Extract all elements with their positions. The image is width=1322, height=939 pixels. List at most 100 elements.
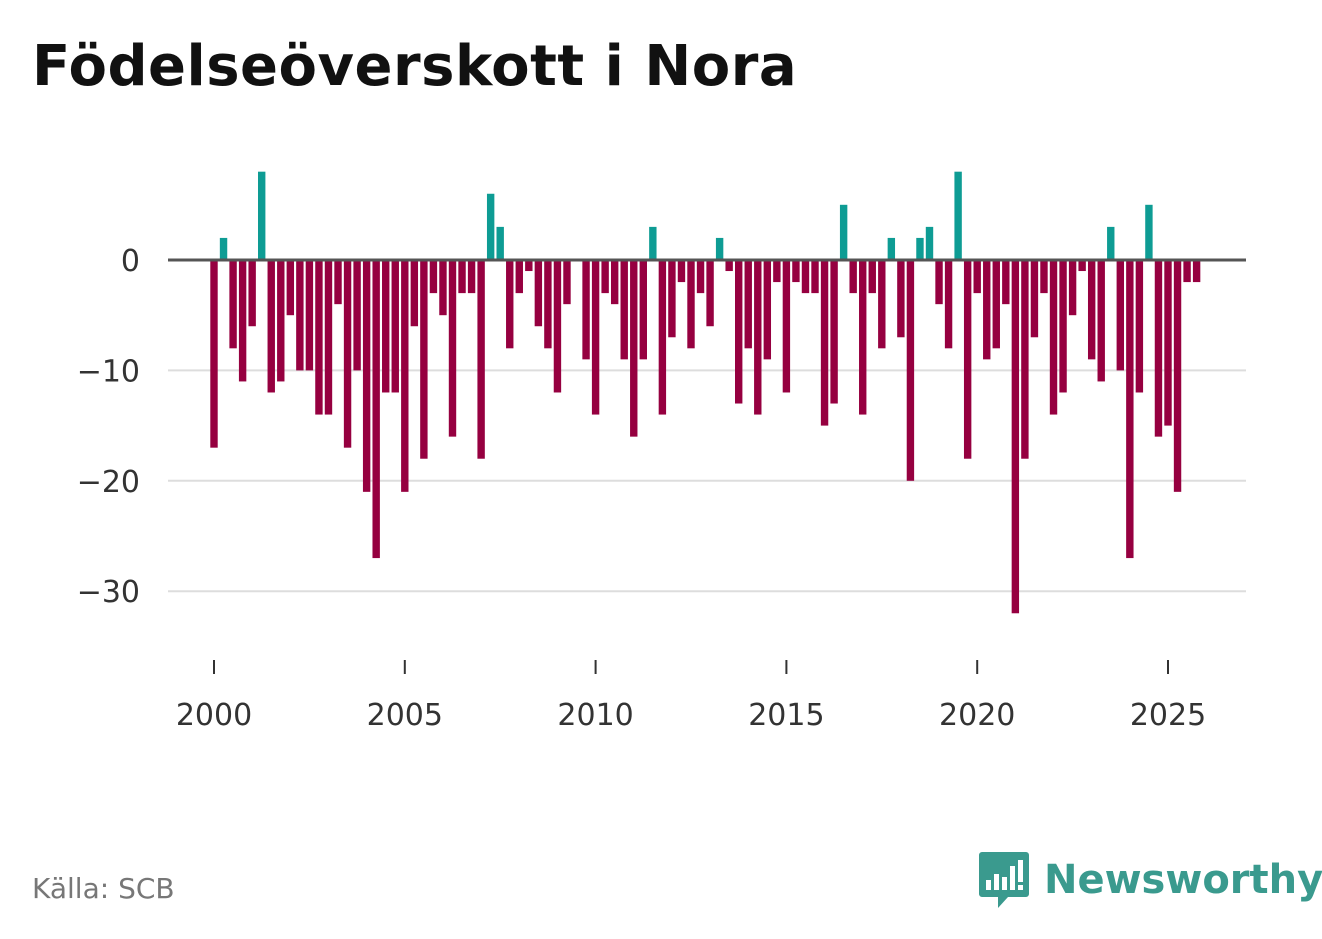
bar	[944, 260, 953, 349]
newsworthy-logo[interactable]: Newsworthy	[978, 850, 1322, 910]
y-tick-label: 0	[121, 244, 140, 279]
bar	[1059, 260, 1067, 393]
x-tick-label: 2005	[367, 698, 443, 733]
bar	[792, 260, 800, 283]
bar	[773, 260, 781, 283]
bar	[420, 260, 428, 459]
bar	[486, 193, 495, 260]
chart-title: Födelseöverskott i Nora	[32, 34, 798, 99]
x-tick-label: 2010	[557, 698, 633, 733]
bar	[630, 260, 638, 437]
bar	[1068, 260, 1077, 316]
bars	[210, 171, 1201, 614]
bar	[353, 260, 361, 371]
bar	[820, 260, 829, 426]
bar	[715, 237, 724, 260]
bar	[639, 260, 647, 360]
bar	[238, 260, 247, 382]
bar	[1183, 260, 1191, 283]
bar	[878, 260, 886, 349]
bar	[916, 237, 924, 260]
y-tick-label: −10	[77, 354, 140, 389]
bar	[1164, 260, 1172, 426]
bar	[649, 226, 657, 260]
bar	[515, 260, 523, 294]
x-tick-label: 2025	[1130, 698, 1206, 733]
y-tick-label: −30	[77, 575, 140, 610]
y-tick-label: −20	[77, 465, 140, 500]
bar	[1126, 260, 1134, 559]
bar	[477, 260, 485, 459]
bar	[563, 260, 571, 305]
bar	[620, 260, 628, 360]
bar	[439, 260, 447, 316]
bar	[410, 260, 419, 327]
bar	[744, 260, 752, 349]
bar	[362, 260, 371, 492]
bar	[906, 260, 915, 481]
bar	[1135, 260, 1144, 393]
bar	[1116, 260, 1124, 371]
bar	[725, 260, 733, 272]
bar	[229, 260, 237, 349]
bar	[1192, 260, 1201, 283]
bar	[305, 260, 314, 371]
bar	[1040, 260, 1048, 294]
bar	[448, 260, 457, 437]
bar	[210, 260, 218, 448]
bar	[1049, 260, 1058, 415]
bar	[868, 260, 876, 294]
bar	[1002, 260, 1010, 305]
bar	[735, 260, 743, 404]
bar	[963, 260, 972, 459]
bar	[859, 260, 867, 415]
bar	[897, 260, 905, 338]
x-tick-label: 2020	[939, 698, 1015, 733]
bar	[677, 260, 686, 283]
bar	[429, 260, 438, 294]
bar	[1087, 260, 1096, 360]
source-note: Källa: SCB	[32, 872, 175, 905]
bar	[248, 260, 256, 327]
bar	[849, 260, 857, 294]
bar	[506, 260, 514, 349]
bar	[401, 260, 409, 492]
newsworthy-chart-icon	[979, 852, 1029, 908]
bar	[534, 260, 543, 327]
bar	[267, 260, 275, 393]
bar	[219, 237, 228, 260]
bar	[601, 260, 609, 294]
bar	[458, 260, 466, 294]
bar	[315, 260, 323, 415]
bar	[687, 260, 695, 349]
bar	[610, 260, 619, 305]
bar	[296, 260, 304, 371]
bar	[696, 260, 705, 294]
bar	[1173, 260, 1182, 492]
bar	[582, 260, 590, 360]
bar	[973, 260, 981, 294]
bar	[763, 260, 772, 360]
bar	[258, 171, 266, 260]
bar	[324, 260, 333, 415]
bar	[1078, 260, 1086, 272]
bar	[334, 260, 342, 305]
bar	[544, 260, 552, 349]
bar	[935, 260, 943, 305]
axes: 0 −10 −20 −30 2000 2005 2010 2015 2020 2025	[77, 244, 1246, 733]
bar	[382, 260, 390, 393]
bar	[391, 260, 399, 393]
bar	[525, 260, 533, 272]
x-tick-label: 2015	[748, 698, 824, 733]
bar	[992, 260, 1000, 349]
bar	[1021, 260, 1029, 459]
bar	[983, 260, 991, 360]
bar	[782, 260, 791, 393]
bar	[1107, 226, 1115, 260]
bar	[954, 171, 962, 260]
bar	[1097, 260, 1105, 382]
bar	[801, 260, 810, 294]
bar	[286, 260, 295, 316]
x-tick-label: 2000	[176, 698, 252, 733]
